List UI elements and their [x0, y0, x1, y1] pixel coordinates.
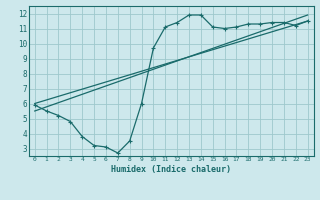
X-axis label: Humidex (Indice chaleur): Humidex (Indice chaleur) — [111, 165, 231, 174]
